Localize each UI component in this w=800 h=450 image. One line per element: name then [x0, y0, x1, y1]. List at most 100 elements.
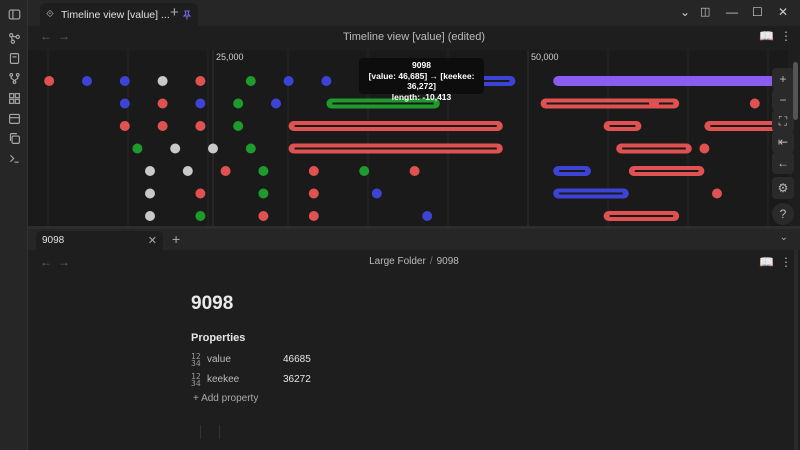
timeline-point[interactable]: [359, 166, 370, 176]
timeline-point[interactable]: [712, 188, 722, 199]
scroll-left-button[interactable]: ←: [772, 152, 794, 174]
forward-button[interactable]: →: [58, 29, 70, 43]
timeline-point[interactable]: [195, 211, 206, 221]
pane-divider[interactable]: [28, 226, 800, 229]
timeline-point[interactable]: [157, 98, 168, 109]
back-button[interactable]: ←: [40, 29, 52, 43]
calendar-icon[interactable]: [6, 110, 22, 126]
timeline-canvas[interactable]: 25,000 50,000 9098 [value: 46,685] → [kee…: [28, 50, 788, 226]
breadcrumb-folder[interactable]: Large Folder: [369, 256, 426, 267]
zoom-in-button[interactable]: +: [772, 68, 794, 90]
timeline-point[interactable]: [119, 98, 130, 109]
timeline-point[interactable]: [308, 188, 319, 199]
note-more-options-icon[interactable]: ⋮: [780, 255, 792, 269]
property-key[interactable]: value: [207, 354, 231, 365]
timeline-point[interactable]: [308, 166, 319, 176]
timeline-point[interactable]: [182, 166, 193, 176]
timeline-point[interactable]: [422, 211, 433, 221]
toggle-right-sidebar-icon[interactable]: ◫: [700, 6, 711, 18]
top-nav-row: ← → Timeline view [value] (edited) 📖 ⋮: [28, 26, 800, 48]
tab-note-9098[interactable]: 9098 ✕: [36, 231, 163, 250]
graph-icon[interactable]: [6, 30, 22, 46]
timeline-point[interactable]: [195, 98, 206, 109]
timeline-point[interactable]: [699, 143, 710, 154]
fit-view-button[interactable]: ⛶: [772, 110, 794, 132]
timeline-point[interactable]: [308, 211, 319, 221]
property-key[interactable]: keekee: [207, 374, 240, 385]
timeline-point[interactable]: [157, 76, 168, 86]
timeline-point[interactable]: [258, 166, 269, 176]
properties-heading[interactable]: Properties: [191, 332, 246, 344]
zoom-out-button[interactable]: −: [772, 89, 794, 111]
help-button[interactable]: ?: [772, 203, 794, 225]
timeline-point[interactable]: [245, 76, 256, 86]
page-title[interactable]: 9098: [191, 293, 234, 314]
timeline-point[interactable]: [195, 121, 206, 131]
property-row-keekee[interactable]: 12 34 keekee 36272: [191, 372, 391, 388]
timeline-point[interactable]: [132, 143, 143, 154]
timeline-point[interactable]: [321, 76, 332, 86]
timeline-point[interactable]: [283, 76, 294, 86]
tab-list-chevron-icon[interactable]: ⌄: [779, 232, 788, 243]
timeline-point[interactable]: [170, 143, 181, 154]
timeline-point[interactable]: [195, 188, 206, 199]
timeline-point[interactable]: [82, 76, 92, 86]
new-tab-button[interactable]: +: [170, 4, 179, 21]
terminal-icon[interactable]: [6, 150, 22, 166]
timeline-point[interactable]: [119, 121, 130, 131]
timeline-point[interactable]: [220, 166, 231, 176]
timeline-point[interactable]: [409, 166, 420, 176]
timeline-point[interactable]: [157, 121, 168, 131]
property-row-value[interactable]: 12 34 value 46685: [191, 352, 391, 368]
close-tab-icon[interactable]: ✕: [147, 235, 157, 247]
timeline-point[interactable]: [145, 211, 155, 221]
timeline-point[interactable]: [649, 98, 659, 109]
timeline-chart[interactable]: 25,000 50,000: [28, 50, 788, 226]
tab-label: Timeline view [value] ...: [61, 8, 170, 21]
note-scrollbar-track[interactable]: [794, 250, 798, 450]
settings-button[interactable]: ⚙: [772, 177, 794, 199]
sidebar-toggle-icon[interactable]: [6, 6, 22, 22]
copy-icon[interactable]: [6, 130, 22, 146]
close-button[interactable]: ✕: [778, 5, 789, 19]
note-back-button[interactable]: ←: [40, 255, 52, 269]
timeline-point[interactable]: [258, 211, 269, 221]
branch-icon[interactable]: [6, 70, 22, 86]
tooltip-title: 9098: [412, 60, 431, 70]
timeline-point[interactable]: [749, 98, 760, 109]
number-icon: 12 34: [191, 372, 201, 388]
timeline-range-bar[interactable]: [553, 76, 780, 86]
timeline-point[interactable]: [44, 76, 55, 86]
note-forward-button[interactable]: →: [58, 255, 70, 269]
add-property-button[interactable]: + Add property: [193, 393, 259, 404]
timeline-point[interactable]: [145, 188, 155, 199]
grid-icon[interactable]: [6, 90, 22, 106]
vertical-scrollbar[interactable]: [793, 62, 798, 120]
timeline-point[interactable]: [245, 143, 256, 154]
axis-tick-label: 25,000: [216, 52, 244, 62]
pin-icon[interactable]: [182, 10, 192, 20]
tab-list-chevron-icon[interactable]: ⌄: [680, 5, 691, 19]
timeline-point[interactable]: [119, 76, 130, 86]
timeline-tooltip: 9098 [value: 46,685] → [keekee: 36,272] …: [359, 58, 484, 102]
bottom-tab-row: 9098 ✕ + ⌄: [28, 229, 800, 250]
timeline-point[interactable]: [233, 98, 244, 109]
reading-mode-icon[interactable]: 📖: [759, 29, 774, 43]
property-value[interactable]: 36272: [283, 374, 311, 385]
timeline-point[interactable]: [371, 188, 382, 199]
jump-start-button[interactable]: ⇤: [772, 131, 794, 153]
more-options-icon[interactable]: ⋮: [780, 29, 792, 43]
property-value[interactable]: 46685: [283, 354, 311, 365]
timeline-point[interactable]: [233, 121, 244, 131]
minimize-button[interactable]: —: [726, 5, 738, 19]
timeline-point[interactable]: [258, 188, 269, 199]
note-reading-mode-icon[interactable]: 📖: [759, 255, 774, 269]
timeline-point[interactable]: [208, 143, 218, 154]
timeline-point[interactable]: [271, 98, 281, 109]
tab-timeline-view[interactable]: ⟐ Timeline view [value] ...: [40, 3, 198, 26]
timeline-point[interactable]: [145, 166, 155, 176]
new-tab-button-bottom[interactable]: +: [172, 231, 181, 247]
timeline-point[interactable]: [195, 76, 206, 86]
files-icon[interactable]: [6, 50, 22, 66]
maximize-button[interactable]: ☐: [752, 5, 763, 19]
